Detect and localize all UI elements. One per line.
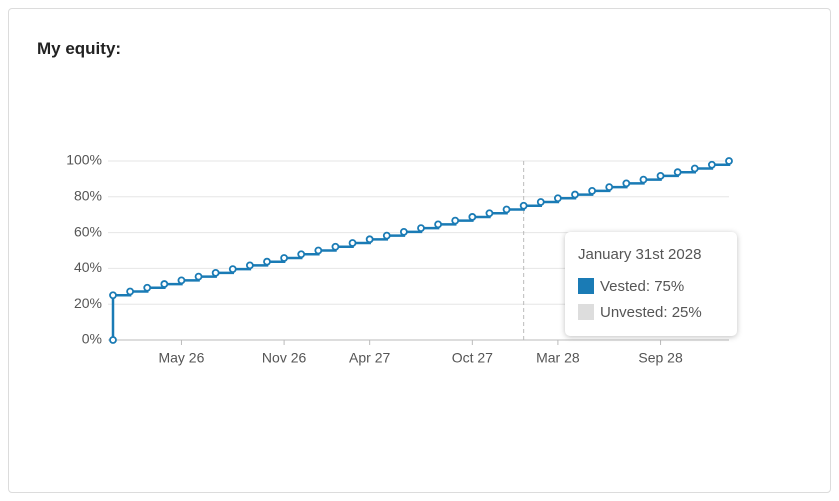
point <box>194 272 203 281</box>
point <box>571 190 579 199</box>
tooltip: January 31st 2028 Vested: 75% Unvested: 2… <box>565 232 737 336</box>
y-tick-label: 60% <box>74 223 102 239</box>
point <box>553 194 562 203</box>
swatch <box>578 278 594 294</box>
x-tick-label: Mar 28 <box>536 350 580 366</box>
point <box>280 254 289 262</box>
point <box>211 268 220 277</box>
point <box>143 283 152 292</box>
point <box>314 246 323 255</box>
point <box>365 235 374 244</box>
point <box>690 164 699 173</box>
point <box>468 213 477 221</box>
tooltip-label: Unvested: 25% <box>600 304 702 321</box>
tooltip-title: January 31st 2028 <box>578 246 702 263</box>
point <box>485 209 494 218</box>
point <box>160 280 169 288</box>
point <box>297 250 306 259</box>
tooltip-item: Unvested: 25% <box>578 304 702 322</box>
point <box>263 257 271 266</box>
tooltip-label: Vested: 75% <box>600 278 685 295</box>
point <box>707 160 716 169</box>
x-tick-label: Apr 27 <box>349 350 390 366</box>
point <box>605 183 614 191</box>
point <box>109 291 117 300</box>
point <box>382 231 391 240</box>
point <box>109 336 117 344</box>
y-tick-label: 0% <box>82 331 102 347</box>
point <box>331 242 340 251</box>
y-tick-label: 40% <box>74 259 102 275</box>
point <box>725 157 733 165</box>
card-title: My equity: <box>37 39 122 58</box>
point <box>177 276 186 285</box>
x-tick-label: May 26 <box>158 350 204 366</box>
point <box>656 172 665 180</box>
point <box>588 186 597 195</box>
point <box>536 198 545 206</box>
x-tick-label: Oct 27 <box>452 350 493 366</box>
point <box>451 216 460 225</box>
point <box>348 239 357 247</box>
x-tick-label: Nov 26 <box>262 350 307 366</box>
y-tick-label: 20% <box>74 295 102 311</box>
point <box>622 179 631 188</box>
point <box>639 175 648 184</box>
swatch <box>578 304 594 320</box>
point <box>434 220 443 229</box>
y-tick-label: 80% <box>74 188 102 204</box>
point <box>519 201 528 210</box>
point <box>245 261 254 270</box>
point <box>417 224 425 233</box>
point <box>228 265 237 274</box>
point <box>126 287 135 296</box>
point <box>399 227 408 236</box>
point <box>502 205 511 214</box>
tooltip-item: Vested: 75% <box>578 278 684 296</box>
x-tick-label: Sep 28 <box>638 350 683 366</box>
y-tick-label: 100% <box>66 152 102 168</box>
point <box>673 168 682 177</box>
